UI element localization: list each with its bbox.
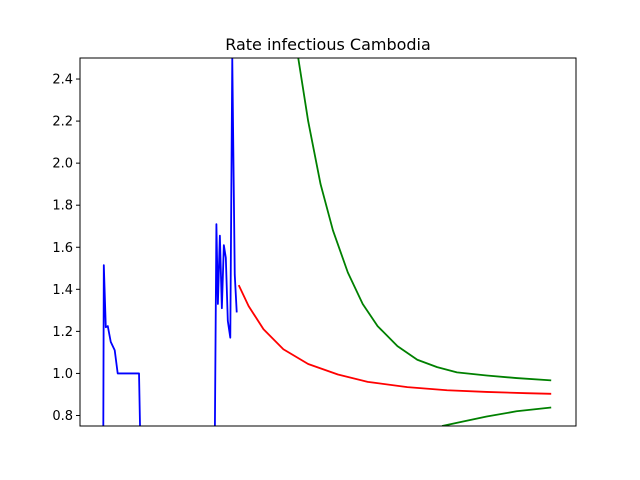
y-tick-label-2: 1.2 [52, 325, 73, 340]
y-tick-label-5: 1.8 [52, 199, 73, 214]
series-2-line-1 [441, 406, 552, 426]
y-tick-label-3: 1.4 [52, 283, 73, 298]
plot-frame [79, 57, 577, 427]
y-tick-label-1: 1.0 [52, 367, 73, 382]
y-axis: 0.8 1.0 1.2 1.4 1.6 1.8 2.0 2.2 2.4 [52, 73, 80, 424]
series-0-line-0 [102, 264, 141, 426]
y-tick-label-4: 1.6 [52, 241, 73, 256]
series-0-line-1 [214, 58, 238, 426]
series-1-line-0 [237, 284, 552, 395]
chart-title: Rate infectious Cambodia [225, 35, 431, 54]
y-tick-label-7: 2.2 [52, 115, 73, 130]
series-2-line-0 [297, 58, 552, 382]
y-tick-label-0: 0.8 [52, 409, 73, 424]
y-tick-label-8: 2.4 [52, 73, 73, 88]
series-layer [102, 58, 552, 426]
y-tick-label-6: 2.0 [52, 157, 73, 172]
